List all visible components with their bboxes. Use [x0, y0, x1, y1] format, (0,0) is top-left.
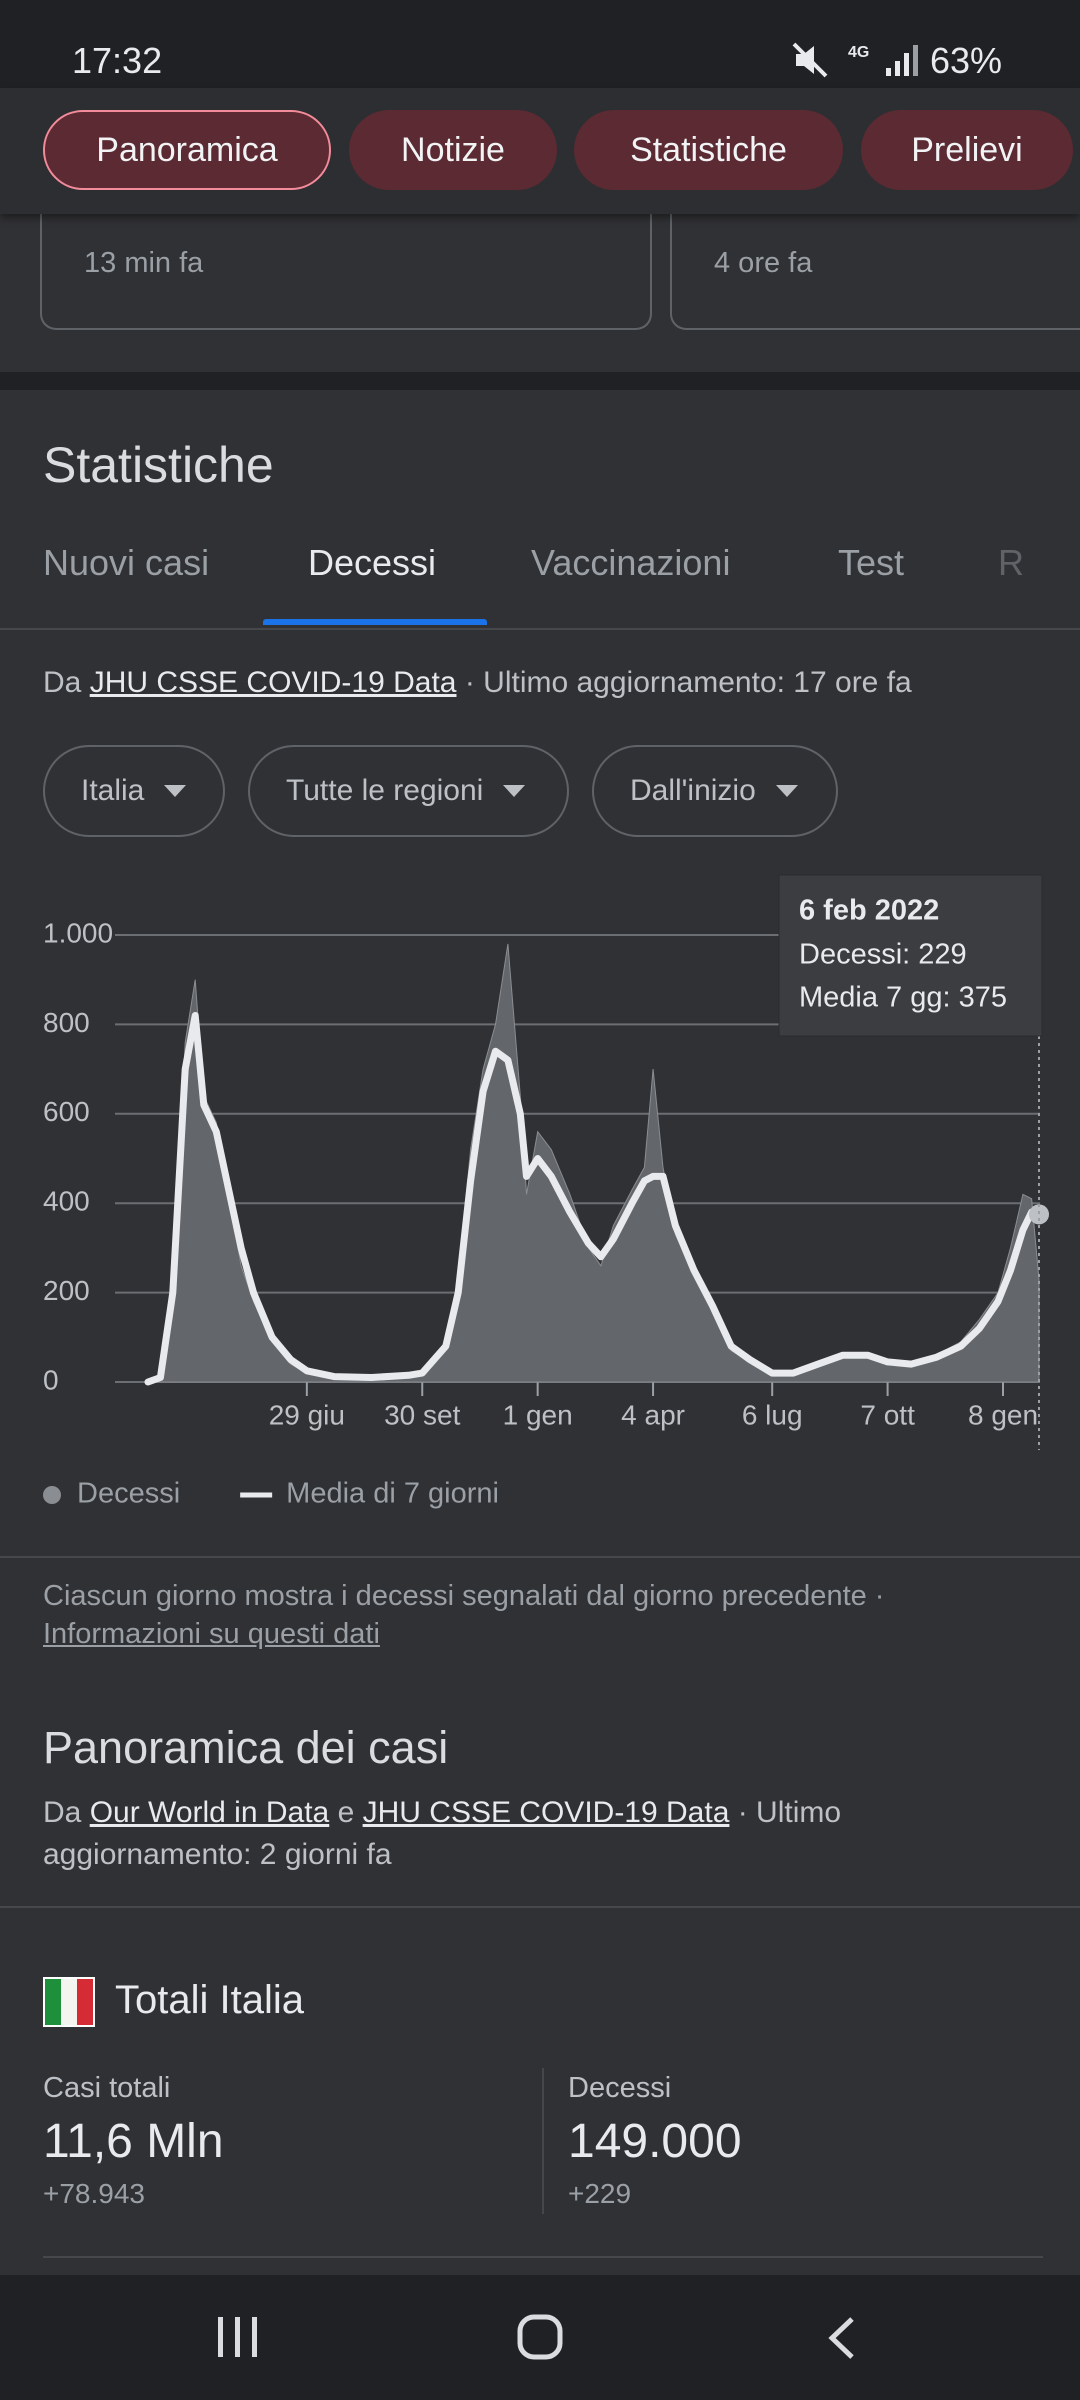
totals-title: Totali Italia [115, 1978, 304, 2022]
y-tick-label: 400 [43, 1186, 90, 1217]
dropdown-arrow [775, 785, 798, 797]
news-card[interactable]: 13 min fa [40, 160, 652, 330]
filter-dropdown[interactable]: Italia [43, 745, 225, 837]
filter-label: Italia [81, 774, 145, 807]
x-tick-label: 30 set [384, 1399, 460, 1430]
x-tick-label: 29 giu [269, 1399, 345, 1430]
x-tick-label: 8 gen [968, 1399, 1038, 1430]
source-line: Da JHU CSSE COVID-19 Data · Ultimo aggio… [43, 666, 912, 700]
source-suffix: · Ultimo aggiornamento: 17 ore fa [464, 666, 912, 699]
legend-label: Media di 7 giorni [286, 1478, 499, 1510]
battery: 63% [930, 40, 1003, 81]
average-line [144, 1012, 1043, 1386]
recents-button[interactable] [216, 2315, 260, 2359]
note: Ciascun giorno mostra i decessi segnalat… [43, 1580, 885, 1612]
tooltip [778, 874, 1043, 1037]
stat-divider [542, 2068, 544, 2214]
chart: 0 200 400 600 800 1.000 29 giu 30 set 1 gen 4 apr… [43, 874, 1049, 1510]
tab[interactable]: Test [838, 542, 905, 583]
source-link[interactable]: Our World in Data [89, 1796, 330, 1829]
home-button[interactable] [516, 2313, 564, 2361]
chip[interactable]: Panoramica [43, 110, 331, 190]
tab[interactable]: Nuovi casi [43, 542, 210, 583]
source-link[interactable]: JHU CSSE COVID-19 Data [89, 666, 457, 699]
section-separator [0, 372, 1080, 390]
tooltip-line: Media 7 gg: 375 [799, 982, 1007, 1014]
divider [0, 1906, 1080, 1908]
y-tick-label: 800 [43, 1007, 90, 1038]
legend-item: Decessi [43, 1478, 180, 1510]
source-conjunction: e [337, 1796, 355, 1829]
signal-icon [886, 45, 918, 76]
source-prefix: Da [43, 666, 82, 699]
news-card[interactable]: 4 ore fa [670, 160, 1080, 330]
chip[interactable]: Statistiche [574, 110, 843, 190]
overview-title: Panoramica dei casi [43, 1722, 449, 1773]
filter-dropdown[interactable]: Dall'inizio [592, 745, 838, 837]
stat-value: 11,6 Mln [43, 2115, 224, 2168]
filter-label: Tutte le regioni [286, 774, 484, 807]
filter-dropdown[interactable]: Tutte le regioni [248, 745, 569, 837]
overview-source: Da Our World in Data e JHU CSSE COVID-19… [43, 1792, 1043, 1876]
x-tick-label: 4 apr [621, 1399, 685, 1430]
tab-indicator [263, 619, 487, 625]
status-bar: 17:32 4G 63% [0, 0, 1080, 88]
stat-change: +78.943 [43, 2178, 145, 2209]
clock: 17:32 [72, 40, 163, 81]
y-tick-label: 0 [43, 1364, 59, 1395]
source-link[interactable]: JHU CSSE COVID-19 Data [362, 1796, 730, 1829]
y-tick-label: 600 [43, 1096, 90, 1127]
stat-label: Casi totali [43, 2072, 171, 2104]
chip[interactable]: Notizie [349, 110, 557, 190]
back-button[interactable] [826, 2315, 858, 2361]
y-tick-label: 200 [43, 1275, 90, 1306]
stat-change: +229 [568, 2178, 632, 2209]
y-tick-label: 1.000 [43, 917, 113, 948]
filter-label: Dall'inizio [630, 774, 756, 807]
stat-value: 149.000 [568, 2115, 742, 2168]
chip-bar: Panoramica Notizie Statistiche Prelievi [0, 88, 1080, 214]
divider [0, 628, 1080, 630]
legend-label: Decessi [77, 1478, 180, 1510]
legend-item: Media di 7 giorni [240, 1478, 499, 1510]
dropdown-arrow [503, 785, 526, 797]
stat-label: Decessi [568, 2072, 672, 2104]
source-suffix: · Ultimo aggiornamento: 2 giorni fa [43, 1796, 842, 1871]
tooltip-line: Decessi: 229 [799, 939, 967, 971]
tab[interactable]: Vaccinazioni [531, 542, 731, 583]
x-tick-label: 7 ott [860, 1399, 915, 1430]
note-link[interactable]: Informazioni su questi dati [43, 1618, 380, 1650]
divider [43, 2256, 1043, 2258]
source-prefix: Da [43, 1796, 82, 1829]
card-time: 13 min fa [84, 247, 204, 279]
legend-swatch [43, 1486, 61, 1504]
card-time: 4 ore fa [714, 247, 813, 279]
dropdown-arrow [164, 785, 187, 797]
flag-italy [43, 1977, 95, 2027]
network-type: 4G [848, 44, 870, 61]
tab[interactable]: R [998, 542, 1024, 583]
x-tick-label: 1 gen [503, 1399, 573, 1430]
section-title: Statistiche [43, 437, 274, 493]
chip[interactable]: Prelievi [861, 110, 1073, 190]
tooltip-title: 6 feb 2022 [799, 895, 939, 927]
tab[interactable]: Decessi [308, 542, 437, 583]
hover-point [1029, 1204, 1049, 1225]
navigation-bar [0, 2275, 1080, 2400]
mute-icon [792, 42, 828, 78]
x-tick-label: 6 lug [742, 1399, 803, 1430]
divider [0, 1556, 1080, 1558]
